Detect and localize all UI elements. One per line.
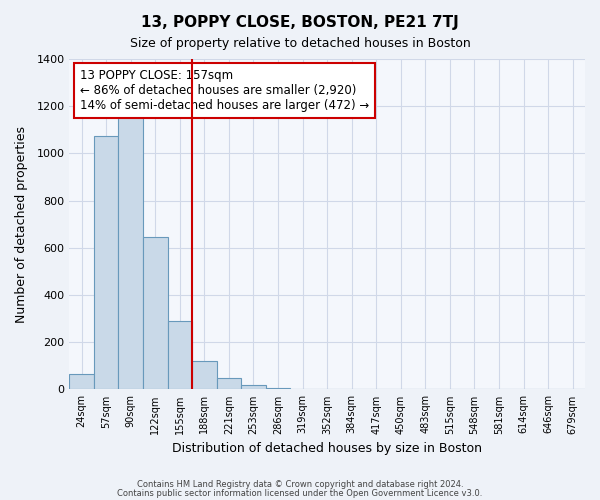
Bar [70,374,94,390]
Text: Size of property relative to detached houses in Boston: Size of property relative to detached ho… [130,38,470,51]
Bar [143,237,167,390]
Text: 13, POPPY CLOSE, BOSTON, PE21 7TJ: 13, POPPY CLOSE, BOSTON, PE21 7TJ [141,15,459,30]
Bar [266,388,290,390]
Text: Contains HM Land Registry data © Crown copyright and database right 2024.: Contains HM Land Registry data © Crown c… [137,480,463,489]
Bar [118,117,143,390]
Bar [241,385,266,390]
X-axis label: Distribution of detached houses by size in Boston: Distribution of detached houses by size … [172,442,482,455]
Bar [167,321,192,390]
Bar [94,136,118,390]
Text: 13 POPPY CLOSE: 157sqm
← 86% of detached houses are smaller (2,920)
14% of semi-: 13 POPPY CLOSE: 157sqm ← 86% of detached… [80,69,369,112]
Y-axis label: Number of detached properties: Number of detached properties [15,126,28,322]
Bar [217,378,241,390]
Text: Contains public sector information licensed under the Open Government Licence v3: Contains public sector information licen… [118,488,482,498]
Bar [192,361,217,390]
